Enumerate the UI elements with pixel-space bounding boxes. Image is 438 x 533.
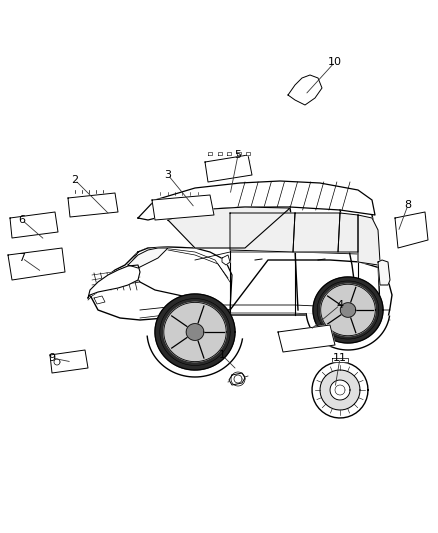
Polygon shape bbox=[208, 152, 212, 155]
Polygon shape bbox=[395, 212, 428, 248]
Polygon shape bbox=[306, 314, 389, 350]
Polygon shape bbox=[155, 294, 235, 370]
Polygon shape bbox=[378, 260, 390, 285]
Text: 3: 3 bbox=[165, 170, 172, 180]
Polygon shape bbox=[320, 370, 360, 410]
Polygon shape bbox=[138, 181, 375, 220]
Polygon shape bbox=[332, 358, 348, 362]
Text: 5: 5 bbox=[234, 150, 241, 160]
Polygon shape bbox=[230, 213, 295, 252]
Polygon shape bbox=[237, 152, 240, 155]
Polygon shape bbox=[50, 350, 88, 373]
Polygon shape bbox=[288, 75, 322, 105]
Polygon shape bbox=[313, 277, 383, 343]
Polygon shape bbox=[227, 152, 231, 155]
Polygon shape bbox=[128, 248, 168, 268]
Text: 11: 11 bbox=[333, 353, 347, 363]
Polygon shape bbox=[330, 380, 350, 400]
Polygon shape bbox=[340, 303, 356, 317]
Polygon shape bbox=[246, 152, 250, 155]
Text: 4: 4 bbox=[336, 300, 343, 310]
Polygon shape bbox=[338, 213, 358, 252]
Polygon shape bbox=[293, 213, 340, 252]
Polygon shape bbox=[10, 212, 58, 238]
Polygon shape bbox=[147, 336, 242, 377]
Text: 1: 1 bbox=[219, 350, 226, 360]
Text: 7: 7 bbox=[18, 253, 25, 263]
Polygon shape bbox=[312, 362, 368, 418]
Polygon shape bbox=[88, 265, 140, 298]
Polygon shape bbox=[278, 325, 335, 352]
Text: 9: 9 bbox=[49, 353, 56, 363]
Polygon shape bbox=[94, 296, 105, 304]
Polygon shape bbox=[218, 152, 222, 155]
Polygon shape bbox=[358, 215, 380, 265]
Polygon shape bbox=[229, 373, 245, 385]
Polygon shape bbox=[152, 195, 214, 220]
Polygon shape bbox=[68, 193, 118, 217]
Polygon shape bbox=[186, 324, 204, 341]
Text: 6: 6 bbox=[18, 215, 25, 225]
Polygon shape bbox=[130, 247, 232, 310]
Polygon shape bbox=[90, 247, 392, 322]
Polygon shape bbox=[168, 207, 290, 248]
Polygon shape bbox=[164, 302, 226, 361]
Polygon shape bbox=[8, 248, 65, 280]
Text: 10: 10 bbox=[328, 57, 342, 67]
Polygon shape bbox=[222, 255, 230, 265]
Text: 8: 8 bbox=[404, 200, 412, 210]
Polygon shape bbox=[321, 284, 375, 336]
Text: 2: 2 bbox=[71, 175, 78, 185]
Polygon shape bbox=[205, 155, 252, 182]
